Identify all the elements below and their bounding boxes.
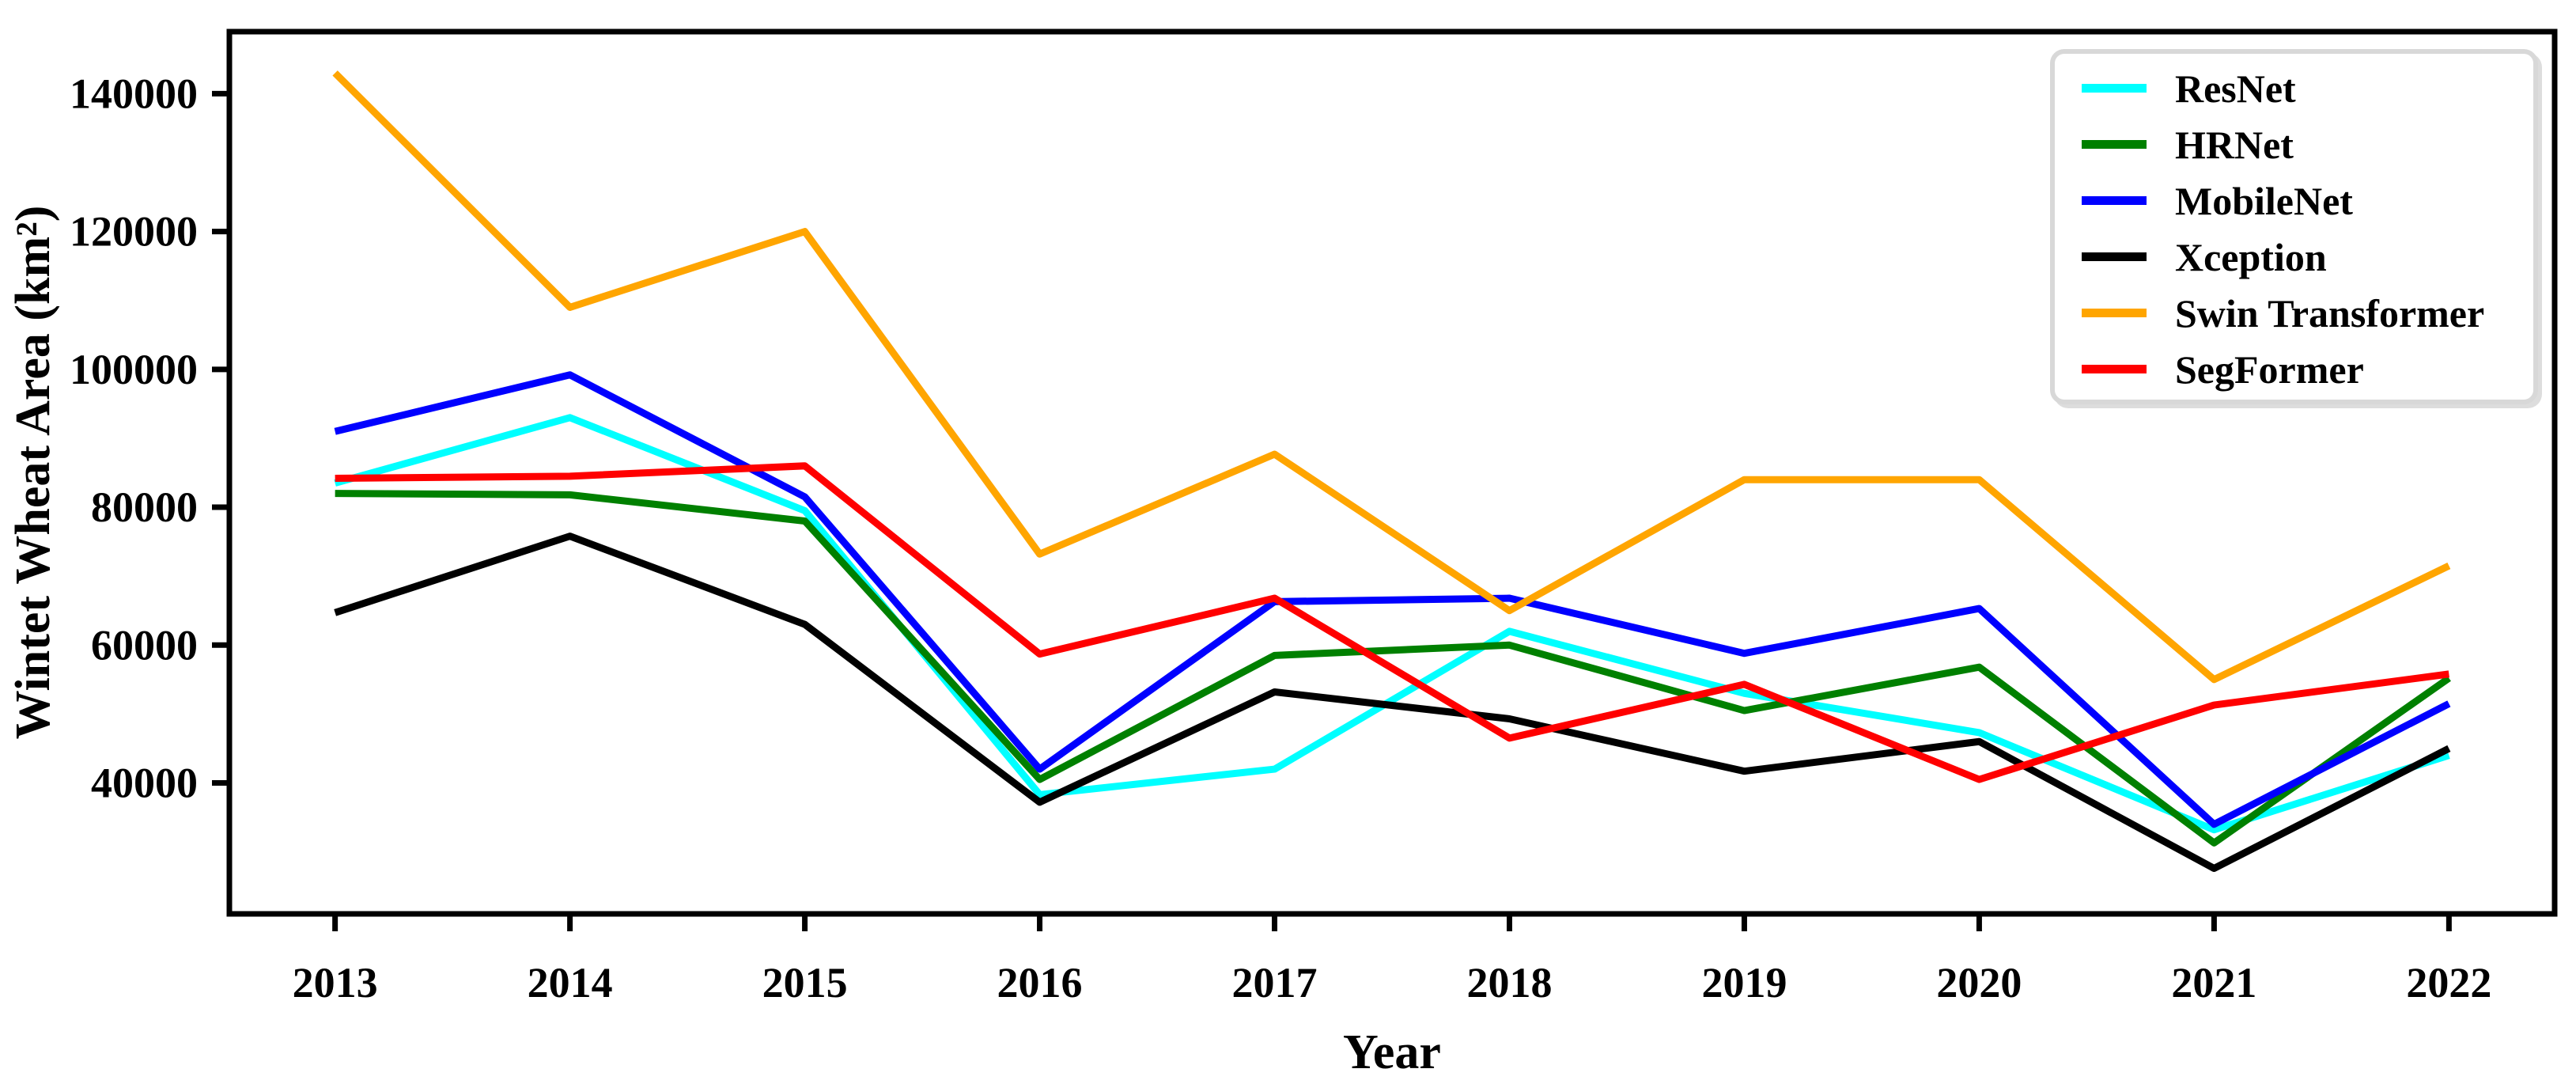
x-tick-label: 2022 xyxy=(2406,959,2491,1006)
legend-series-label: MobileNet xyxy=(2175,178,2353,223)
series-line-xception xyxy=(334,533,2451,873)
x-axis-label: Year xyxy=(1343,1025,1441,1079)
legend-item: Xception xyxy=(2055,229,2533,285)
legend-line-swatch-hrnet xyxy=(2082,140,2147,149)
x-tick-label: 2020 xyxy=(1936,959,2022,1006)
legend-series-label: SegFormer xyxy=(2175,347,2364,392)
y-tick-label: 80000 xyxy=(91,483,198,531)
legend-line-swatch-swin-transformer xyxy=(2082,309,2147,317)
legend-item: HRNet xyxy=(2055,116,2533,172)
legend-line-swatch-resnet xyxy=(2082,84,2147,93)
legend-series-label: Swin Transformer xyxy=(2175,290,2485,335)
legend: ResNet HRNet MobileNet Xception Swin Tra… xyxy=(2050,49,2538,404)
y-tick-label: 60000 xyxy=(91,621,198,669)
legend-line-swatch-segformer xyxy=(2082,365,2147,373)
legend-item: SegFormer xyxy=(2055,341,2533,397)
series-line-mobilenet xyxy=(334,371,2451,828)
x-tick-label: 2016 xyxy=(997,959,1083,1006)
legend-line-swatch-xception xyxy=(2082,252,2147,261)
plot-frame xyxy=(226,28,2558,917)
series-line-resnet xyxy=(334,414,2450,834)
y-tick-label: 40000 xyxy=(91,759,198,806)
x-tick-label: 2017 xyxy=(1232,959,1318,1006)
series-line-swin-transformer xyxy=(332,70,2451,684)
x-tick-label: 2015 xyxy=(762,959,848,1006)
x-tick-label: 2013 xyxy=(293,959,378,1006)
legend-series-label: HRNet xyxy=(2175,122,2294,167)
series-line-segformer xyxy=(335,462,2449,783)
y-tick-label: 100000 xyxy=(70,346,198,393)
legend-item: ResNet xyxy=(2055,60,2533,116)
legend-series-label: Xception xyxy=(2175,234,2327,279)
x-tick-label: 2018 xyxy=(1466,959,1552,1006)
legend-item: Swin Transformer xyxy=(2055,285,2533,341)
series-line-hrnet xyxy=(335,490,2451,847)
y-tick-label: 140000 xyxy=(70,70,198,117)
legend-series-label: ResNet xyxy=(2175,66,2296,111)
y-tick-label: 120000 xyxy=(70,208,198,256)
legend-item: MobileNet xyxy=(2055,172,2533,229)
series-layer xyxy=(332,70,2451,873)
x-tick-label: 2019 xyxy=(1701,959,1787,1006)
x-tick-label: 2014 xyxy=(528,959,613,1006)
y-axis-label: Wintet Wheat Area (km²) xyxy=(6,206,60,740)
legend-line-swatch-mobilenet xyxy=(2082,196,2147,205)
x-tick-label: 2021 xyxy=(2171,959,2256,1006)
axes-layer: 40000 60000 80000 100000 120000 140000 2013 201… xyxy=(70,70,2491,1006)
